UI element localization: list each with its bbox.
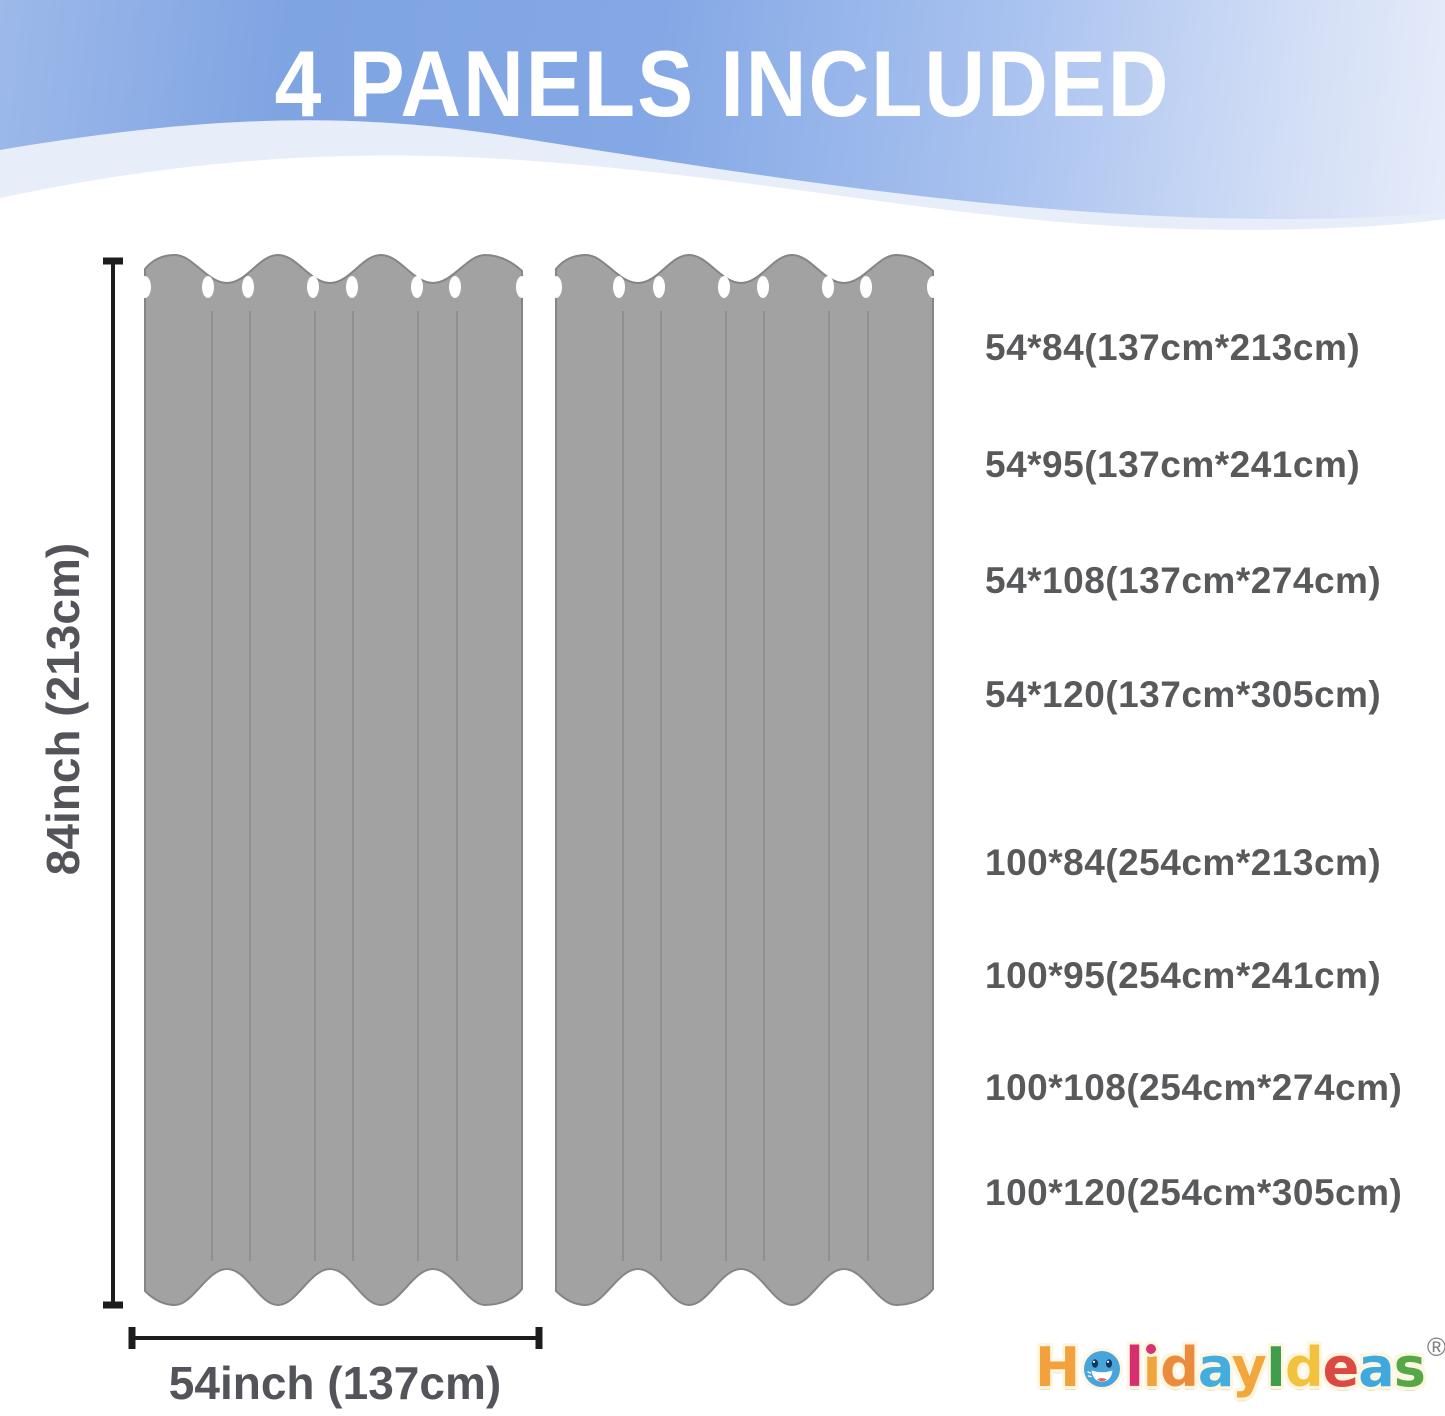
size-option: 54*95(137cm*241cm) [985,444,1361,485]
width-dimension-label: 54inch (137cm) [168,1357,502,1409]
curtain-panel-left [138,254,529,1306]
logo-letter: H [1035,1336,1080,1399]
logo-letter: d [1284,1336,1324,1399]
size-option: 54*84(137cm*213cm) [985,327,1361,368]
banner: 4 PANELS INCLUDED [0,0,1445,250]
logo-letter: I [1265,1336,1286,1399]
smiley-face-icon [1080,1335,1124,1411]
banner-title: 4 PANELS INCLUDED [274,31,1171,137]
banner-wave-decoration [0,120,1445,250]
width-dimension-line [128,1327,543,1349]
height-dimension-line [103,257,123,1309]
size-option: 100*120(254cm*305cm) [985,1172,1403,1213]
logo-letter: d [1160,1336,1199,1399]
curtain-panel-right [549,254,940,1306]
logo-letter: s [1393,1336,1426,1399]
logo-letter: a [1197,1336,1233,1399]
logo-letter: l [1125,1336,1143,1399]
logo-letter: a [1358,1336,1394,1399]
size-option: 100*84(254cm*213cm) [985,842,1382,883]
size-option: 100*108(254cm*274cm) [985,1067,1403,1108]
size-option: 54*120(137cm*305cm) [985,674,1382,715]
height-dimension-label: 84inch (213cm) [37,542,89,876]
logo-letter-dot [1146,1344,1157,1354]
size-option: 54*108(137cm*274cm) [985,560,1382,601]
logo-letter: ı [1142,1336,1161,1399]
registered-trademark-icon: ® [1426,1332,1445,1362]
size-option: 100*95(254cm*241cm) [985,955,1382,996]
logo-letter: y [1231,1336,1267,1399]
logo-letter: e [1322,1336,1360,1399]
